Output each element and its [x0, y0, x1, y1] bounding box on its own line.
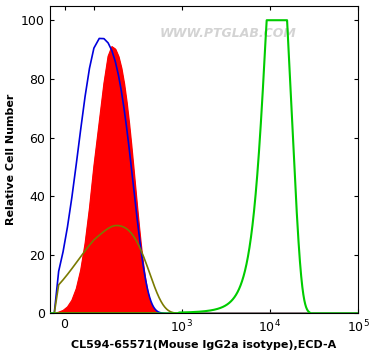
- X-axis label: CL594-65571(Mouse IgG2a isotype),ECD-A: CL594-65571(Mouse IgG2a isotype),ECD-A: [71, 340, 336, 350]
- Text: WWW.PTGLAB.COM: WWW.PTGLAB.COM: [160, 27, 297, 40]
- Y-axis label: Relative Cell Number: Relative Cell Number: [6, 94, 15, 225]
